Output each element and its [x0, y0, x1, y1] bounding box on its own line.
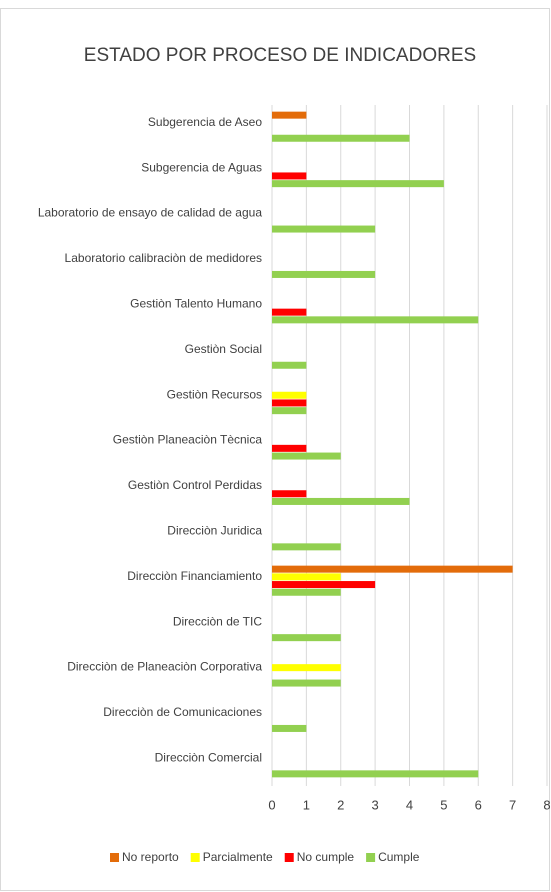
- x-tick-label: 1: [303, 797, 310, 812]
- y-tick-label: Laboratorio calibraciòn de medidores: [65, 251, 262, 265]
- bar: [272, 664, 341, 672]
- y-tick-label: Gestiòn Talento Humano: [130, 296, 262, 310]
- y-tick-label: Subgerencia de Aguas: [141, 160, 262, 174]
- x-tick-label: 5: [440, 797, 447, 812]
- bar: [272, 543, 341, 551]
- bar: [272, 490, 307, 498]
- legend-swatch: [284, 853, 294, 862]
- bar: [272, 180, 444, 188]
- bar: [272, 270, 376, 278]
- legend-swatch: [366, 853, 376, 862]
- chart-title: ESTADO POR PROCESO DE INDICADORES: [84, 45, 476, 66]
- x-tick-label: 7: [509, 797, 516, 812]
- y-tick-label: Direcciòn de Comunicaciones: [103, 705, 262, 719]
- bar: [272, 497, 410, 505]
- bar: [272, 724, 307, 732]
- y-tick-label: Subgerencia de Aseo: [148, 115, 262, 129]
- y-tick-label: Laboratorio de ensayo de calidad de agua: [38, 206, 263, 220]
- legend-label: Parcialmente: [203, 850, 273, 864]
- bar: [272, 634, 341, 642]
- y-tick-label: Gestiòn Social: [185, 342, 262, 356]
- bar: [272, 573, 341, 581]
- bar: [272, 588, 341, 596]
- y-tick-label: Direcciòn de Planeaciòn Corporativa: [67, 660, 262, 674]
- y-tick-label: Gestiòn Planeaciòn Tècnica: [113, 433, 263, 447]
- bar: [272, 407, 307, 415]
- y-tick-label: Direcciòn de TIC: [173, 614, 262, 628]
- bar: [272, 444, 307, 452]
- y-tick-label: Direcciòn Comercial: [155, 750, 262, 764]
- bar: [272, 770, 479, 778]
- bar: [272, 361, 307, 369]
- bar: [272, 172, 307, 180]
- bar: [272, 679, 341, 687]
- x-tick-label: 3: [372, 797, 379, 812]
- y-tick-label: Gestiòn Recursos: [167, 387, 262, 401]
- x-tick-label: 8: [543, 797, 550, 812]
- legend-swatch: [190, 853, 200, 862]
- bar: [272, 452, 341, 460]
- x-tick-label: 4: [406, 797, 413, 812]
- x-tick-label: 2: [337, 797, 344, 812]
- bar: [272, 399, 307, 407]
- y-tick-label: Gestiòn Control Perdidas: [128, 478, 262, 492]
- bar: [272, 565, 513, 573]
- bar: [272, 111, 307, 119]
- bar: [272, 225, 376, 233]
- x-tick-label: 0: [268, 797, 275, 812]
- bar: [272, 391, 307, 399]
- bar: [272, 581, 376, 589]
- legend-swatch: [110, 853, 119, 862]
- bar: [272, 308, 307, 316]
- y-tick-label: Direcciòn Financiamiento: [127, 569, 262, 583]
- bar: [272, 316, 479, 324]
- bar: [272, 134, 410, 142]
- legend-label: No cumple: [297, 850, 355, 864]
- y-tick-label: Direcciòn Juridica: [167, 523, 262, 537]
- legend-label: No reporto: [122, 850, 179, 864]
- x-tick-label: 6: [475, 797, 482, 812]
- legend-label: Cumple: [378, 850, 420, 864]
